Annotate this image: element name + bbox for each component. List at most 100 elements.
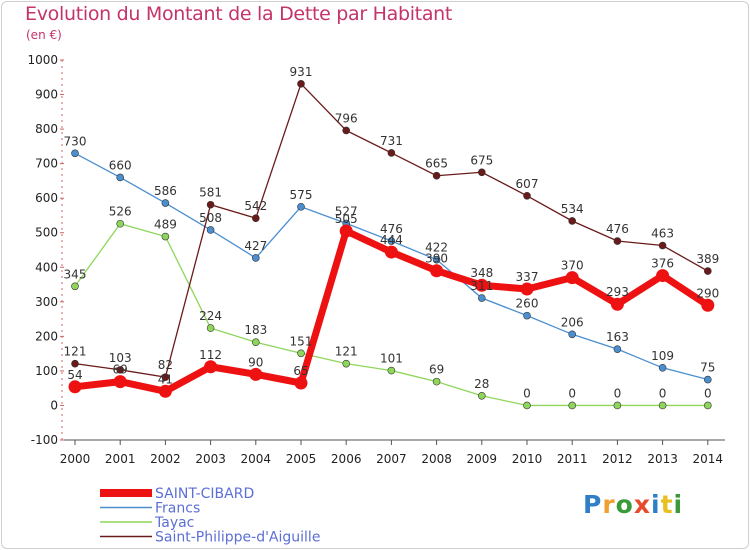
data-point (161, 373, 170, 381)
data-label: 69 (429, 363, 444, 377)
y-tick-label: 0 (50, 398, 58, 412)
data-point (71, 149, 79, 158)
data-point (387, 366, 396, 375)
logo-letter: i (651, 490, 661, 519)
data-point (113, 375, 127, 389)
data-label: 290 (696, 286, 719, 300)
proxiti-logo: Proxiti (583, 490, 683, 519)
data-label: 101 (380, 352, 403, 366)
data-label: 476 (606, 222, 629, 236)
data-label: 508 (199, 211, 222, 225)
data-label: 75 (700, 361, 715, 375)
x-tick-label: 2006 (331, 452, 362, 466)
logo-letter: r (602, 490, 616, 519)
data-label: 730 (64, 134, 87, 148)
data-point (568, 330, 577, 339)
x-tick-label: 2011 (557, 452, 588, 466)
data-label: 0 (659, 386, 667, 400)
chart-title: Evolution du Montant de la Dette par Hab… (25, 3, 453, 25)
data-label: 0 (568, 386, 576, 400)
x-tick-label: 2000 (60, 452, 91, 466)
data-point (475, 278, 489, 292)
data-point (523, 401, 531, 410)
data-label: 54 (67, 368, 82, 382)
data-point (568, 217, 577, 225)
data-label: 0 (523, 386, 531, 400)
data-point (477, 391, 486, 400)
data-point (204, 360, 218, 374)
data-point (658, 363, 667, 372)
data-point (116, 173, 124, 182)
data-point (565, 271, 579, 285)
y-tick-label: 600 (35, 191, 58, 205)
data-label: 103 (109, 351, 132, 365)
data-label: 65 (293, 364, 308, 378)
x-tick-label: 2010 (512, 452, 543, 466)
logo-letter: x (633, 490, 651, 519)
data-label: 527 (335, 204, 358, 218)
data-label: 660 (109, 158, 132, 172)
y-tick-label: 400 (35, 260, 58, 274)
data-point (703, 401, 712, 410)
data-label: 41 (158, 372, 173, 386)
data-label: 463 (651, 227, 674, 241)
data-label: 348 (470, 266, 493, 280)
y-tick-label: 200 (35, 329, 58, 343)
data-label: 526 (109, 205, 132, 219)
data-label: 370 (561, 259, 584, 273)
data-point (523, 311, 531, 320)
x-tick-label: 2014 (693, 452, 724, 466)
data-point (161, 199, 170, 207)
x-tick-label: 2013 (647, 452, 678, 466)
data-point (206, 200, 215, 209)
data-label: 224 (199, 309, 222, 323)
data-label: 112 (199, 348, 222, 362)
y-tick-label: 800 (35, 122, 58, 136)
x-tick-label: 2002 (150, 452, 181, 466)
data-point (249, 367, 263, 381)
data-label: 260 (516, 297, 539, 311)
data-point (703, 267, 712, 275)
data-point (432, 171, 441, 180)
data-label: 0 (704, 386, 712, 400)
data-labels: 54 69 41 112 90 65 505 444 390 348 337 370 293 376 290… (64, 65, 720, 401)
y-tick-label: 700 (35, 157, 58, 171)
x-tick-label: 2001 (105, 452, 136, 466)
data-point (252, 214, 260, 223)
x-tick-label: 2008 (421, 452, 452, 466)
data-label: 389 (696, 252, 719, 266)
data-label: 0 (614, 386, 622, 400)
data-point (387, 237, 396, 245)
data-label: 28 (474, 377, 489, 391)
data-point (71, 359, 79, 368)
data-label: 109 (651, 349, 674, 363)
data-point (116, 366, 124, 374)
logo-letter: i (673, 490, 684, 519)
data-point (656, 269, 670, 283)
y-tick-label: 1000 (27, 53, 58, 67)
data-label: 931 (290, 65, 313, 79)
x-tick-label: 2009 (467, 452, 498, 466)
data-label: 505 (335, 212, 358, 226)
data-label: 489 (154, 218, 177, 232)
data-point (523, 191, 531, 200)
data-label: 422 (425, 241, 448, 255)
data-label: 665 (425, 157, 448, 171)
data-point (658, 241, 667, 250)
data-label: 345 (64, 267, 87, 281)
data-point (339, 224, 353, 238)
y-tick-label: -100 (31, 433, 58, 447)
data-point (252, 254, 260, 262)
legend-label: Saint-Philippe-d'Aiguille (155, 530, 320, 546)
logo-letter: P (583, 490, 603, 519)
data-label: 311 (470, 279, 493, 293)
data-point (158, 384, 172, 398)
logo-letter: o (615, 490, 634, 519)
data-label: 82 (158, 358, 173, 372)
data-label: 476 (380, 222, 403, 236)
data-label: 90 (248, 355, 263, 369)
data-point (71, 282, 79, 291)
data-label: 151 (290, 334, 313, 348)
data-point (613, 237, 622, 245)
